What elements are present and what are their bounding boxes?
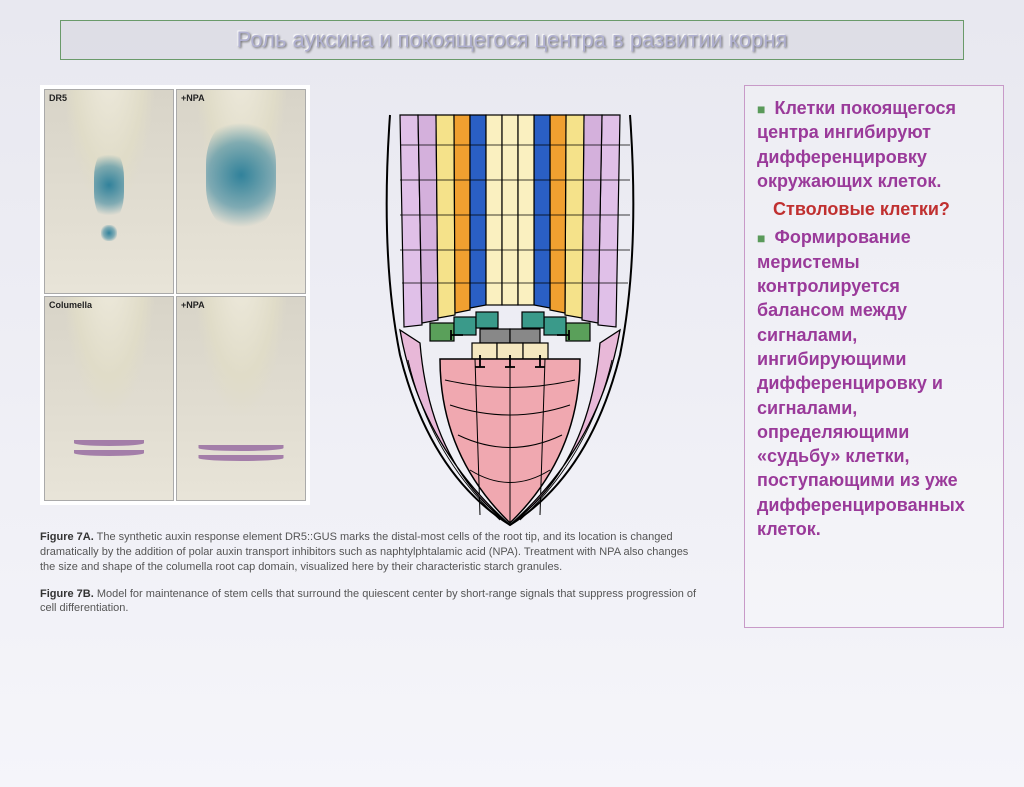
caption-7b: Figure 7B. Model for maintenance of stem… [40,587,700,617]
microscopy-grid: DR5 +NPA Columella +NPA [40,85,310,505]
micro-panel-npa1: +NPA [176,89,306,294]
micro-panel-npa2: +NPA [176,296,306,501]
bullet-marker-icon: ■ [757,101,765,117]
root-svg [330,105,690,535]
micro-panel-dr5: DR5 [44,89,174,294]
content-area: DR5 +NPA Columella +NPA [0,85,1024,628]
figure-captions: Figure 7A. The synthetic auxin response … [40,530,700,616]
caption-7a: Figure 7A. The synthetic auxin response … [40,530,700,575]
title-text: Роль ауксина и покоящегося центра в разв… [237,27,788,52]
bullet-3: ■ Формирование меристемы контролируется … [757,225,991,541]
micro-panel-columella: Columella [44,296,174,501]
root-diagram [330,105,690,535]
bullet-1: ■ Клетки покоящегося центра ингибируют д… [757,96,991,193]
bullet-marker-icon: ■ [757,230,765,246]
side-text-panel: ■ Клетки покоящегося центра ингибируют д… [744,85,1004,628]
slide-title: Роль ауксина и покоящегося центра в разв… [60,20,964,60]
bullet-2: Стволовые клетки? [773,197,991,221]
